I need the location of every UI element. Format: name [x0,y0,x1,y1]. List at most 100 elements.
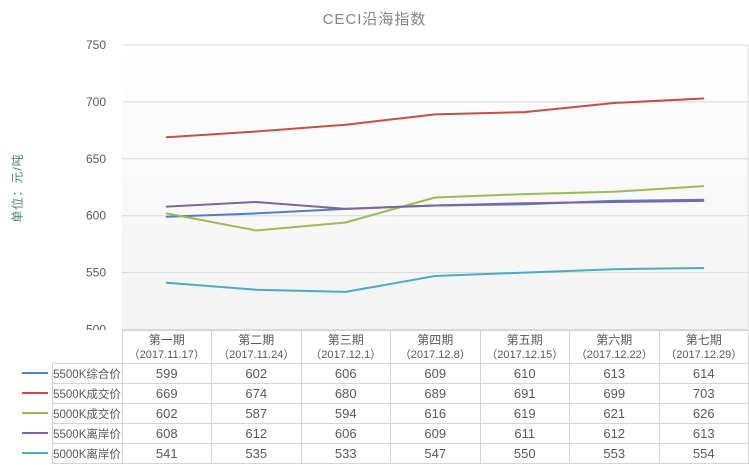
table-row-5500K成交价: 5500K成交价 669 674 680 689 691 699 703 [0,383,749,404]
value-cell-5000K成交价-p2: 587 [211,403,302,424]
period-header-6: 第六期 （2017.12.22） [569,330,660,364]
legend-swatch-cell [0,404,52,424]
value-cell-5500K综合价-p1: 599 [121,363,212,384]
value-cell-5000K离岸价-p6: 553 [569,443,660,464]
plot-background [122,45,748,330]
value-cell-5000K离岸价-p1: 541 [121,443,212,464]
value-cell-5000K成交价-p4: 616 [390,403,481,424]
data-table-wrap: 第一期 （2017.11.17） 第二期 （2017.11.24） 第三期 （2017.1… [0,330,749,464]
y-tick-label-650: 650 [86,152,106,166]
value-cell-5000K成交价-p7: 626 [658,403,749,424]
value-cell-5500K离岸价-p1: 608 [121,423,212,444]
value-cell-5500K综合价-p7: 614 [658,363,749,384]
y-axis-title: 单位：元/吨 [10,153,25,223]
plot-area: 750 700 650 600 550 500 [86,38,749,330]
legend-swatch-cell [0,384,52,404]
value-cell-5000K成交价-p1: 602 [121,403,212,424]
value-cell-5500K离岸价-p6: 612 [569,423,660,444]
series-name-cell: 5500K成交价 [51,383,123,404]
series-name-cell: 5000K离岸价 [51,443,123,464]
period-header-2: 第二期 （2017.11.24） [211,330,302,364]
table-row-5000K离岸价: 5000K离岸价 541 535 533 547 550 553 554 [0,443,749,464]
period-header-3: 第三期 （2017.12.1） [300,330,391,364]
value-cell-5000K离岸价-p7: 554 [658,443,749,464]
value-cell-5000K离岸价-p2: 535 [211,443,302,464]
period-date: （2017.12.15） [486,348,564,361]
legend-swatch-5500K成交价 [21,392,48,395]
series-name-cell: 5500K离岸价 [51,423,123,444]
legend-swatch-5500K离岸价 [21,432,48,435]
value-cell-5500K综合价-p2: 602 [211,363,302,384]
y-tick-label-750: 750 [86,38,106,52]
table-corner-cell [0,330,122,364]
table-row-5000K成交价: 5000K成交价 602 587 594 616 619 621 626 [0,403,749,424]
value-cell-5500K成交价-p3: 680 [300,383,391,404]
value-cell-5500K综合价-p3: 606 [300,363,391,384]
value-cell-5500K离岸价-p2: 612 [211,423,302,444]
period-date: （2017.12.29） [665,348,743,361]
value-cell-5500K成交价-p6: 699 [569,383,660,404]
period-name: 第四期 [417,332,454,347]
legend-swatch-5500K综合价 [21,372,48,375]
legend-swatch-cell [0,424,52,444]
value-cell-5500K成交价-p4: 689 [390,383,481,404]
value-cell-5500K成交价-p7: 703 [658,383,749,404]
series-name-cell: 5500K综合价 [51,363,123,384]
legend-swatch-cell [0,444,52,464]
table-row-5500K离岸价: 5500K离岸价 608 612 606 609 611 612 613 [0,423,749,444]
value-cell-5500K离岸价-p5: 611 [479,423,570,444]
value-cell-5500K离岸价-p4: 609 [390,423,481,444]
period-name: 第七期 [685,332,722,347]
period-name: 第三期 [327,332,364,347]
series-name-cell: 5000K成交价 [51,403,123,424]
y-tick-labels: 750 700 650 600 550 500 [86,38,106,330]
legend-swatch-5000K离岸价 [21,452,48,455]
period-date: （2017.12.1） [310,348,382,361]
period-date: （2017.11.24） [218,348,295,361]
series-line-5500K成交价 [165,97,705,139]
value-cell-5000K成交价-p3: 594 [300,403,391,424]
series-line-5000K成交价 [165,185,705,232]
line-chart: CECI沿海指数 单位：元/吨 750 700 650 600 550 500 [10,11,749,330]
value-cell-5000K成交价-p5: 619 [479,403,570,424]
period-date: （2017.11.17） [128,348,205,361]
value-cell-5500K综合价-p6: 613 [569,363,660,384]
y-tick-label-700: 700 [86,95,106,109]
y-tick-label-600: 600 [86,209,106,223]
value-cell-5500K离岸价-p7: 613 [658,423,749,444]
period-date: （2017.12.22） [575,348,653,361]
legend-swatch-5000K成交价 [21,412,48,415]
period-name: 第六期 [596,332,633,347]
period-name: 第二期 [238,332,275,347]
y-tick-label-500: 500 [86,323,106,331]
gridlines [122,44,749,330]
value-cell-5500K综合价-p5: 610 [479,363,570,384]
period-header-4: 第四期 （2017.12.8） [390,330,481,364]
period-header-1: 第一期 （2017.11.17） [121,330,212,364]
value-cell-5500K成交价-p1: 669 [121,383,212,404]
period-header-5: 第五期 （2017.12.15） [479,330,570,364]
value-cell-5000K离岸价-p5: 550 [479,443,570,464]
period-date: （2017.12.8） [399,348,471,361]
data-table: 第一期 （2017.11.17） 第二期 （2017.11.24） 第三期 （2017.1… [0,330,749,464]
plot-background-rect [122,45,748,330]
value-cell-5500K离岸价-p3: 606 [300,423,391,444]
value-cell-5500K成交价-p5: 691 [479,383,570,404]
series-line-5000K离岸价 [165,267,705,293]
series-line-5500K离岸价 [165,199,705,210]
value-cell-5000K离岸价-p3: 533 [300,443,391,464]
table-row-5500K综合价: 5500K综合价 599 602 606 609 610 613 614 [0,363,749,384]
table-header-row: 第一期 （2017.11.17） 第二期 （2017.11.24） 第三期 （2017.1… [0,330,749,364]
series-lines [165,97,705,293]
legend-swatch-cell [0,364,52,384]
value-cell-5000K成交价-p6: 621 [569,403,660,424]
period-name: 第一期 [148,332,185,347]
value-cell-5000K离岸价-p4: 547 [390,443,481,464]
chart-title: CECI沿海指数 [322,11,427,28]
value-cell-5500K综合价-p4: 609 [390,363,481,384]
y-tick-label-550: 550 [86,266,106,280]
period-header-7: 第七期 （2017.12.29） [658,330,749,364]
value-cell-5500K成交价-p2: 674 [211,383,302,404]
period-name: 第五期 [506,332,543,347]
